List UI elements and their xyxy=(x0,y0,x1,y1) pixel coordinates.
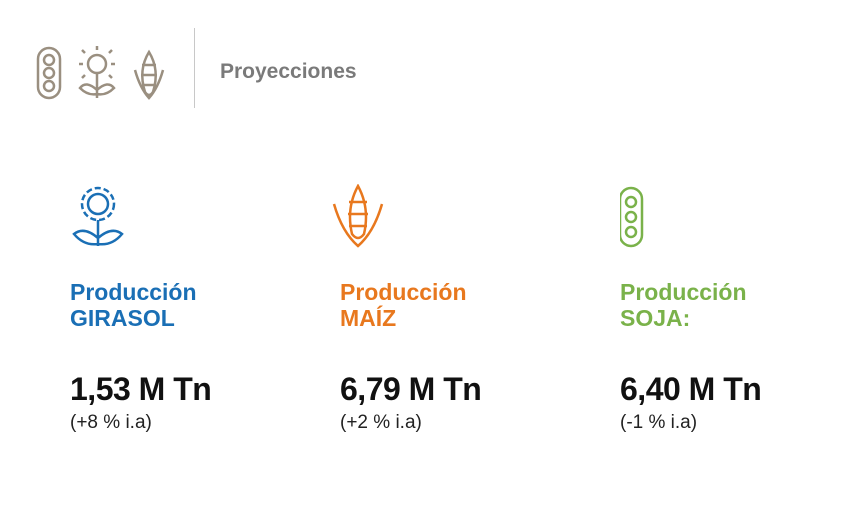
card-label: Producción SOJA: xyxy=(620,279,862,331)
header-icons xyxy=(36,46,165,100)
card-label: Producción GIRASOL xyxy=(70,279,330,331)
crop: MAÍZ xyxy=(340,305,397,331)
crop: GIRASOL xyxy=(70,305,175,331)
card-value: 6,40 M Tn xyxy=(620,371,762,407)
soy-icon xyxy=(618,186,644,248)
card-change: (+8 % i.a) xyxy=(70,412,152,433)
sunflower-icon xyxy=(72,186,124,246)
header-title: Proyecciones xyxy=(220,60,357,83)
label: Producción xyxy=(620,279,747,305)
crop: SOJA: xyxy=(620,305,691,331)
label: Producción xyxy=(70,279,197,305)
card-value: 1,53 M Tn xyxy=(70,371,212,407)
card: Producción MAÍZ 6,79 M Tn (+2 % i.a) xyxy=(332,183,600,434)
card: Producción SOJA: 6,40 M Tn (-1 % i.a) xyxy=(618,184,862,434)
card-label: Producción MAÍZ xyxy=(340,279,600,331)
separator xyxy=(194,28,195,108)
card-value: 6,79 M Tn xyxy=(340,371,482,407)
card: Producción GIRASOL 1,53 M Tn (+8 % i.a) xyxy=(70,184,330,434)
card-change: (+2 % i.a) xyxy=(340,412,422,433)
corn-icon xyxy=(332,183,384,248)
card-change: (-1 % i.a) xyxy=(620,412,698,433)
label: Producción xyxy=(340,279,467,305)
